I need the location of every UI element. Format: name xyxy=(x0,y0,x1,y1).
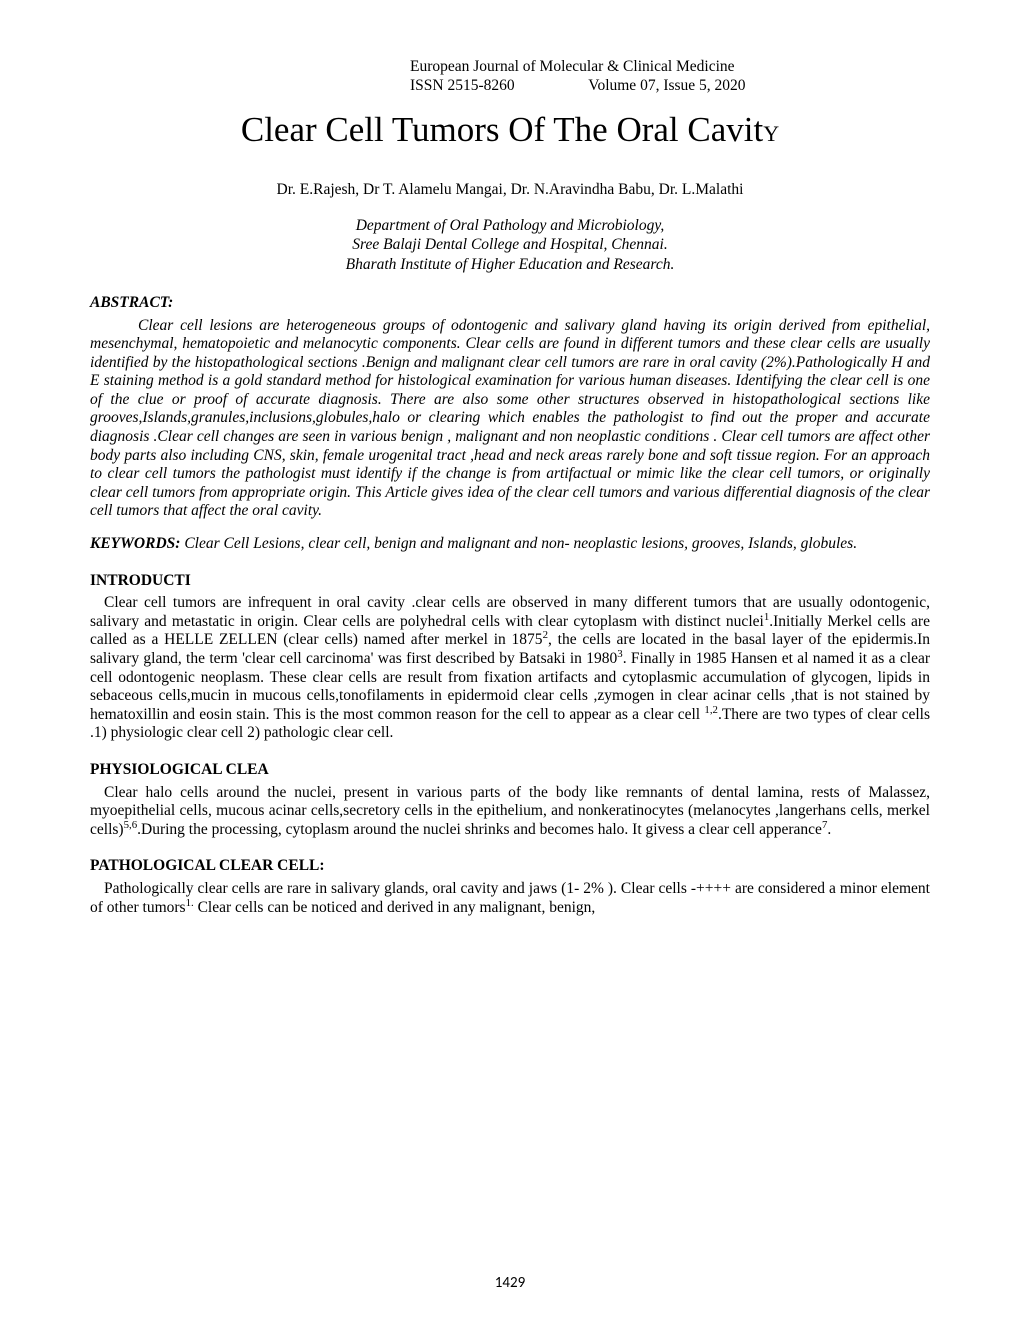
section-head-introduction: INTRODUCTI xyxy=(90,572,930,591)
title-main: Clear Cell Tumors Of The Oral Cavit xyxy=(241,110,763,149)
keywords-label: KEYWORDS: xyxy=(90,535,180,552)
superscript-1p: 1. xyxy=(186,896,194,908)
colon: : xyxy=(319,857,324,874)
pathological-paragraph: Pathologically clear cells are rare in s… xyxy=(90,880,930,917)
path-p1-b: Clear cells can be noticed and derived i… xyxy=(194,899,596,916)
journal-header: European Journal of Molecular & Clinical… xyxy=(410,58,930,95)
title-suffix: Y xyxy=(763,121,779,146)
page-number: 1429 xyxy=(0,1274,1020,1292)
phys-p1-c: . xyxy=(827,821,831,838)
path-head-text: PATHOLOGICAL CLEAR CELL xyxy=(90,857,319,874)
superscript-12: 1,2 xyxy=(704,704,718,716)
abstract-label: ABSTRACT: xyxy=(90,294,930,313)
affil-line-2: Sree Balaji Dental College and Hospital,… xyxy=(90,235,930,254)
authors-line: Dr. E.Rajesh, Dr T. Alamelu Mangai, Dr. … xyxy=(90,181,930,200)
affil-line-3: Bharath Institute of Higher Education an… xyxy=(90,255,930,274)
keywords-block: KEYWORDS: Clear Cell Lesions, clear cell… xyxy=(90,535,930,554)
affiliation-block: Department of Oral Pathology and Microbi… xyxy=(90,216,930,274)
journal-issn-line: ISSN 2515-8260 Volume 07, Issue 5, 2020 xyxy=(410,77,930,96)
keywords-text: Clear Cell Lesions, clear cell, benign a… xyxy=(180,535,857,552)
physiological-paragraph: Clear halo cells around the nuclei, pres… xyxy=(90,784,930,840)
journal-issn: ISSN 2515-8260 xyxy=(410,77,515,94)
section-head-physiological: PHYSIOLOGICAL CLEA xyxy=(90,761,930,780)
paper-title: Clear Cell Tumors Of The Oral CavitY xyxy=(90,109,930,151)
abstract-text: Clear cell lesions are heterogeneous gro… xyxy=(90,317,930,522)
intro-paragraph: Clear cell tumors are infrequent in oral… xyxy=(90,594,930,743)
section-head-pathological: PATHOLOGICAL CLEAR CELL: xyxy=(90,857,930,876)
affil-line-1: Department of Oral Pathology and Microbi… xyxy=(90,216,930,235)
superscript-56: 5,6 xyxy=(124,819,138,831)
phys-p1-b: .During the processing, cytoplasm around… xyxy=(137,821,822,838)
journal-name: European Journal of Molecular & Clinical… xyxy=(410,58,930,77)
journal-volume: Volume 07, Issue 5, 2020 xyxy=(588,77,745,94)
